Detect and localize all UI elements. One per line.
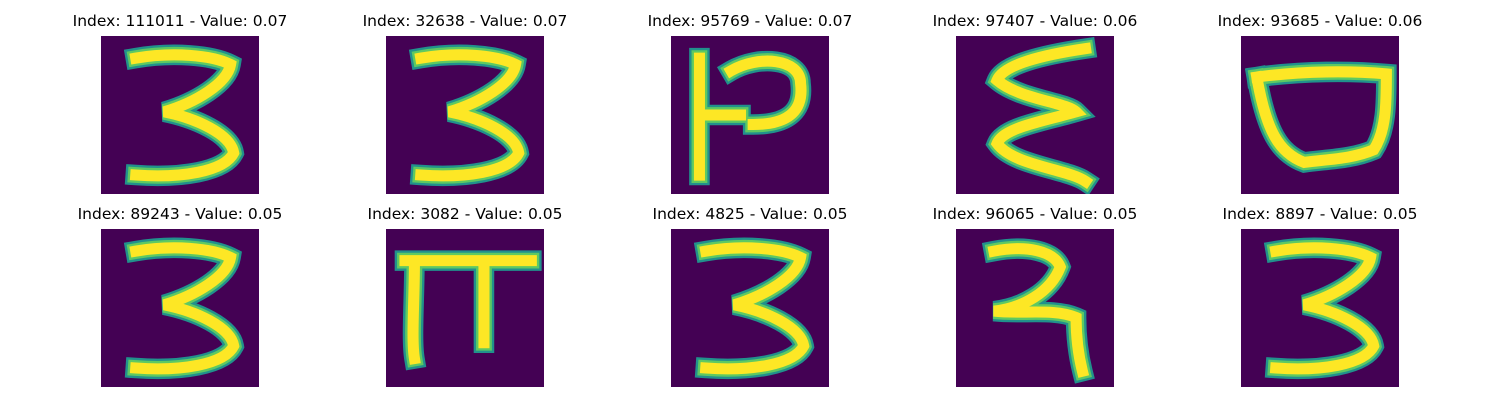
glyph-stroke-core [699,242,810,375]
image-panel: Index: 93685 - Value: 0.06 [1190,10,1450,200]
image-panel: Index: 32638 - Value: 0.07 [335,10,595,200]
panel-title: Index: 95769 - Value: 0.07 [647,12,853,30]
panel-title: Index: 4825 - Value: 0.05 [652,205,848,223]
glyph-stroke-core [987,243,1090,378]
sample-image [671,36,829,194]
sample-image [671,229,829,387]
sample-image [386,229,544,387]
sample-image [1241,36,1399,194]
panel-title: Index: 89243 - Value: 0.05 [77,205,283,223]
image-panel: Index: 89243 - Value: 0.05 [50,203,310,393]
glyph-stroke-core [693,52,807,181]
glyph-stroke-core [129,242,240,375]
panel-title: Index: 93685 - Value: 0.06 [1217,12,1423,30]
sample-image [956,229,1114,387]
panel-title: Index: 97407 - Value: 0.06 [932,12,1138,30]
sample-image [101,229,259,387]
panel-title: Index: 32638 - Value: 0.07 [362,12,568,30]
panel-title: Index: 96065 - Value: 0.05 [932,205,1138,223]
glyph-stroke-core [399,255,537,365]
image-panel: Index: 97407 - Value: 0.06 [905,10,1165,200]
glyph-stroke-core [1250,66,1392,169]
glyph-stroke-core [414,49,525,182]
image-panel: Index: 96065 - Value: 0.05 [905,203,1165,393]
glyph-stroke-core [1269,242,1380,375]
image-panel: Index: 111011 - Value: 0.07 [50,10,310,200]
glyph-stroke-core [129,49,240,182]
image-panel: Index: 4825 - Value: 0.05 [620,203,880,393]
image-panel: Index: 8897 - Value: 0.05 [1190,203,1450,393]
panel-title: Index: 8897 - Value: 0.05 [1222,205,1418,223]
glyph-stroke-core [990,42,1094,190]
image-panel: Index: 95769 - Value: 0.07 [620,10,880,200]
image-panel: Index: 3082 - Value: 0.05 [335,203,595,393]
sample-image [956,36,1114,194]
panel-title: Index: 3082 - Value: 0.05 [367,205,563,223]
sample-image [101,36,259,194]
sample-image [386,36,544,194]
sample-image [1241,229,1399,387]
panel-title: Index: 111011 - Value: 0.07 [72,12,288,30]
